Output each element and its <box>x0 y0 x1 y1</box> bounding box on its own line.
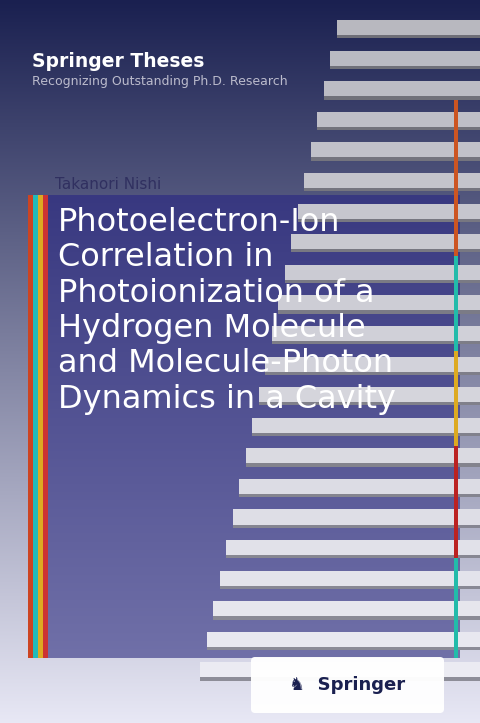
Bar <box>454 446 458 557</box>
Text: Recognizing Outstanding Ph.D. Research: Recognizing Outstanding Ph.D. Research <box>32 75 288 88</box>
Text: Takanori Nishi: Takanori Nishi <box>55 177 161 192</box>
Text: Springer Theses: Springer Theses <box>32 52 204 71</box>
Bar <box>454 351 458 446</box>
Bar <box>28 195 33 658</box>
FancyBboxPatch shape <box>251 657 444 713</box>
Bar <box>33 195 38 658</box>
Text: Photoelectron-Ion
Correlation in
Photoionization of a
Hydrogen Molecule
and Mole: Photoelectron-Ion Correlation in Photoio… <box>58 207 396 414</box>
Bar <box>454 100 458 256</box>
Bar <box>454 256 458 351</box>
Bar <box>38 195 43 658</box>
Bar <box>454 557 458 658</box>
Text: ♞  Springer: ♞ Springer <box>289 676 406 694</box>
Bar <box>43 195 48 658</box>
